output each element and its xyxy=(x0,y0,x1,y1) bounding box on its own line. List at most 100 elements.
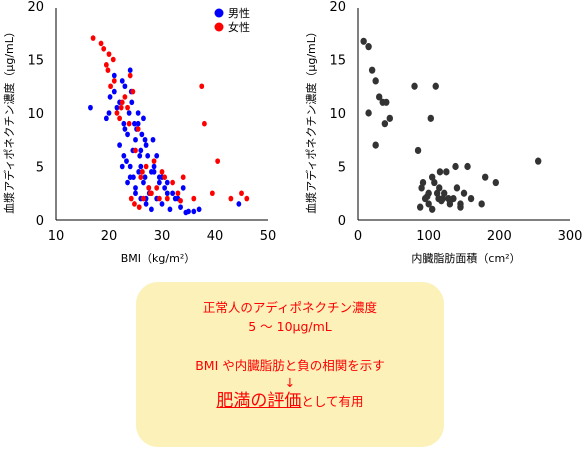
bmi-point xyxy=(136,169,142,175)
vf-x-tick-label: 200 xyxy=(487,229,512,244)
summary-box: 正常人のアディポネクチン濃度 5 ～ 10μg/mL BMI や内臓脂肪と負の相… xyxy=(136,282,444,447)
bmi-point xyxy=(164,190,170,197)
normal-level-range: 5 ～ 10μg/mL xyxy=(248,319,332,334)
bmi-point xyxy=(199,83,205,90)
vf-point xyxy=(424,192,431,201)
bmi-point xyxy=(90,35,96,41)
bmi-point xyxy=(119,78,125,84)
vf-point xyxy=(460,189,468,197)
bmi-point xyxy=(128,195,134,202)
correlation-text: BMI や内臓脂肪と負の相関を示す xyxy=(195,358,385,373)
bmi-point xyxy=(132,201,137,207)
bmi-point xyxy=(108,83,113,90)
bmi-point xyxy=(127,163,133,170)
vf-point xyxy=(372,77,379,85)
bmi-point xyxy=(138,163,144,170)
bmi-point xyxy=(122,126,128,132)
bmi-x-tick-label: 20 xyxy=(101,229,118,244)
vf-y-axis-label: 血漿アディポネクチン濃度（μg/mL） xyxy=(304,26,318,214)
bmi-point xyxy=(125,179,130,186)
bmi-point xyxy=(142,136,148,143)
bmi-point xyxy=(121,120,127,127)
bmi-point xyxy=(172,195,178,202)
bmi-point xyxy=(147,190,153,197)
normal-level-heading: 正常人のアディポネクチン濃度 xyxy=(202,300,378,315)
bmi-point xyxy=(114,104,120,111)
vf-point xyxy=(372,141,379,149)
bmi-point xyxy=(141,195,146,202)
vf-point xyxy=(464,162,471,171)
vf-point xyxy=(425,200,432,208)
bmi-point xyxy=(110,56,116,63)
bmi-point xyxy=(114,110,120,116)
bmi-point xyxy=(156,174,162,180)
bmi-point xyxy=(149,206,154,213)
bmi-point xyxy=(154,185,160,191)
bmi-point xyxy=(209,190,215,197)
conclusion-text: 肥満の評価として有用 xyxy=(136,393,444,410)
bmi-point xyxy=(178,197,183,204)
vf-point xyxy=(535,157,542,165)
bmi-point xyxy=(164,179,170,186)
bmi-point xyxy=(180,174,186,180)
bmi-point xyxy=(151,158,157,164)
bmi-point xyxy=(162,185,168,191)
bmi-x-tick-label: 30 xyxy=(154,229,171,244)
bmi-point xyxy=(175,190,181,197)
vf-point xyxy=(492,178,499,187)
vf-x-axis-label: 内臓脂肪面積（cm²） xyxy=(411,251,520,265)
bmi-point xyxy=(127,67,133,73)
bmi-point xyxy=(151,169,157,175)
legend-male-marker xyxy=(214,8,224,18)
bmi-point xyxy=(170,190,176,197)
vf-point xyxy=(452,162,459,171)
visceral-fat-data-points xyxy=(360,37,542,213)
bmi-data-points xyxy=(88,35,250,216)
bmi-point xyxy=(117,115,122,122)
bmi-point xyxy=(170,179,176,186)
bmi-point xyxy=(106,51,112,57)
vf-point xyxy=(467,195,475,203)
vf-y-tick-label: 15 xyxy=(329,54,346,69)
bmi-y-tick-label: 10 xyxy=(27,107,44,122)
bmi-point xyxy=(103,115,109,122)
vf-point xyxy=(482,173,489,181)
bmi-point xyxy=(159,201,165,207)
bmi-x-tick-label: 50 xyxy=(260,229,277,244)
legend-female-label: 女性 xyxy=(228,20,250,34)
bmi-point xyxy=(107,94,113,100)
vf-point xyxy=(427,114,434,122)
bmi-point xyxy=(101,46,107,52)
vf-point xyxy=(443,168,450,176)
bmi-point xyxy=(126,120,132,127)
bmi-point xyxy=(133,136,138,143)
vf-x-tick-label: 100 xyxy=(416,229,441,244)
bmi-point xyxy=(167,206,173,213)
vf-point xyxy=(436,168,444,176)
bmi-point xyxy=(127,174,133,180)
bmi-point xyxy=(139,169,145,175)
bmi-point xyxy=(151,163,157,170)
vf-point xyxy=(446,197,454,205)
bmi-point xyxy=(135,120,141,127)
bmi-point xyxy=(119,99,125,106)
bmi-point xyxy=(127,72,133,79)
bmi-y-tick-label: 20 xyxy=(27,0,44,15)
vf-point xyxy=(376,93,383,101)
vf-y-tick-label: 0 xyxy=(338,214,346,229)
bmi-point xyxy=(142,174,148,180)
bmi-point xyxy=(106,110,112,116)
bmi-point xyxy=(239,190,244,197)
vf-point xyxy=(414,146,422,155)
vf-tick-labels: 0 100 200 300 0 5 10 15 20 xyxy=(329,0,582,244)
bmi-y-tick-label: 0 xyxy=(36,214,44,229)
bmi-point xyxy=(215,158,221,164)
bmi-point xyxy=(121,153,127,159)
bmi-point xyxy=(143,142,149,148)
bmi-x-tick-label: 10 xyxy=(48,229,65,244)
bmi-point xyxy=(159,169,165,175)
vf-point xyxy=(478,200,485,208)
vf-point xyxy=(411,82,418,90)
bmi-point xyxy=(178,204,183,210)
vf-point xyxy=(431,178,438,187)
